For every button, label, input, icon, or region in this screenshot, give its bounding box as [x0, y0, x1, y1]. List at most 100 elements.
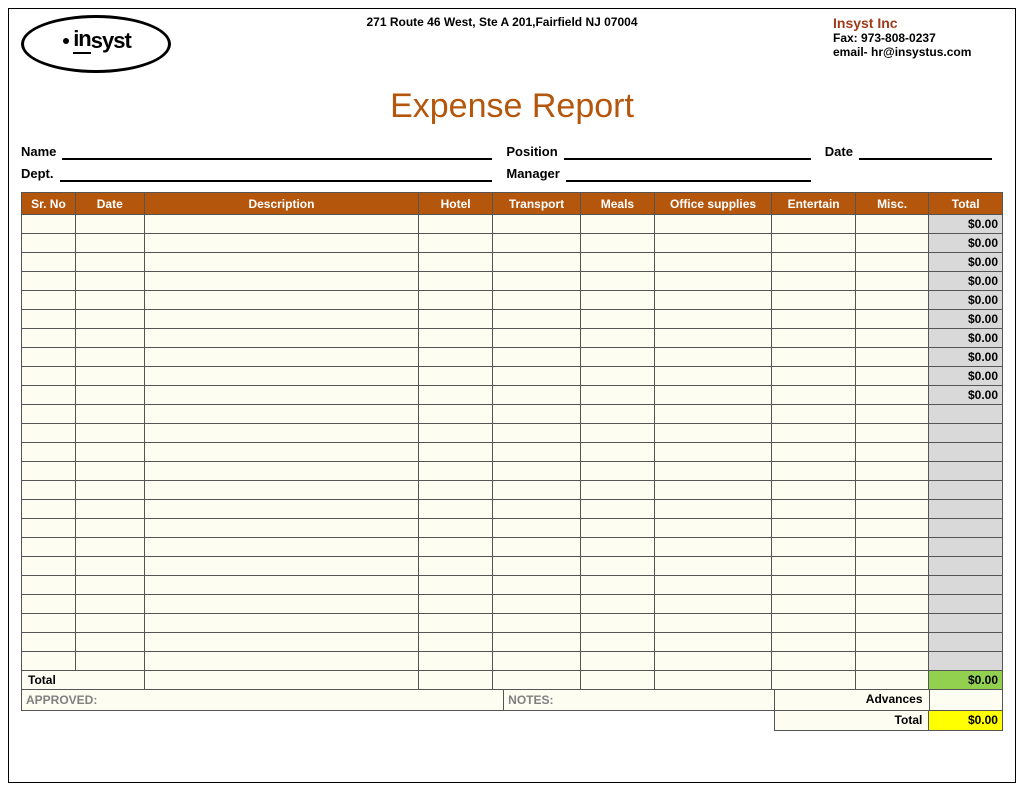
- cell[interactable]: [855, 538, 929, 557]
- cell[interactable]: $0.00: [929, 310, 1003, 329]
- cell[interactable]: [581, 633, 655, 652]
- cell[interactable]: [929, 519, 1003, 538]
- cell[interactable]: [581, 557, 655, 576]
- cell[interactable]: [654, 443, 772, 462]
- cell[interactable]: [855, 215, 929, 234]
- cell[interactable]: [772, 405, 855, 424]
- cell[interactable]: [22, 291, 76, 310]
- cell[interactable]: [75, 329, 144, 348]
- cell[interactable]: [75, 595, 144, 614]
- cell[interactable]: [654, 614, 772, 633]
- cell[interactable]: [144, 272, 419, 291]
- cell[interactable]: [654, 215, 772, 234]
- cell[interactable]: [929, 481, 1003, 500]
- cell[interactable]: [419, 234, 493, 253]
- cell[interactable]: [419, 481, 493, 500]
- cell[interactable]: $0.00: [929, 253, 1003, 272]
- cell[interactable]: [75, 576, 144, 595]
- cell[interactable]: [581, 348, 655, 367]
- cell[interactable]: [144, 538, 419, 557]
- cell[interactable]: [22, 557, 76, 576]
- cell[interactable]: [581, 386, 655, 405]
- cell[interactable]: [581, 234, 655, 253]
- cell[interactable]: [929, 424, 1003, 443]
- cell[interactable]: [772, 462, 855, 481]
- cell[interactable]: [75, 272, 144, 291]
- cell[interactable]: [855, 424, 929, 443]
- cell[interactable]: [419, 367, 493, 386]
- cell[interactable]: [772, 329, 855, 348]
- cell[interactable]: [772, 215, 855, 234]
- cell[interactable]: [75, 462, 144, 481]
- cell[interactable]: [144, 576, 419, 595]
- cell[interactable]: [855, 367, 929, 386]
- cell[interactable]: [855, 310, 929, 329]
- cell[interactable]: [22, 272, 76, 291]
- cell[interactable]: [855, 652, 929, 671]
- cell[interactable]: $0.00: [929, 291, 1003, 310]
- cell[interactable]: [654, 595, 772, 614]
- cell[interactable]: [855, 595, 929, 614]
- cell[interactable]: [75, 253, 144, 272]
- cell[interactable]: [581, 367, 655, 386]
- cell[interactable]: [581, 595, 655, 614]
- cell[interactable]: [929, 652, 1003, 671]
- cell[interactable]: $0.00: [929, 367, 1003, 386]
- cell[interactable]: [581, 291, 655, 310]
- cell[interactable]: [419, 272, 493, 291]
- cell[interactable]: [75, 557, 144, 576]
- cell[interactable]: [772, 481, 855, 500]
- cell[interactable]: [581, 215, 655, 234]
- cell[interactable]: [22, 538, 76, 557]
- cell[interactable]: [419, 652, 493, 671]
- cell[interactable]: [75, 348, 144, 367]
- cell[interactable]: [75, 234, 144, 253]
- cell[interactable]: [492, 500, 580, 519]
- cell[interactable]: [581, 462, 655, 481]
- cell[interactable]: [772, 310, 855, 329]
- cell[interactable]: [654, 481, 772, 500]
- cell[interactable]: [144, 348, 419, 367]
- cell[interactable]: [144, 633, 419, 652]
- cell[interactable]: [22, 462, 76, 481]
- cell[interactable]: [929, 500, 1003, 519]
- cell[interactable]: [22, 614, 76, 633]
- cell[interactable]: [492, 633, 580, 652]
- cell[interactable]: [75, 614, 144, 633]
- cell[interactable]: [492, 272, 580, 291]
- cell[interactable]: [492, 652, 580, 671]
- cell[interactable]: [75, 519, 144, 538]
- cell[interactable]: [419, 386, 493, 405]
- cell[interactable]: [22, 595, 76, 614]
- cell[interactable]: [581, 519, 655, 538]
- cell[interactable]: [492, 348, 580, 367]
- cell[interactable]: [492, 481, 580, 500]
- cell[interactable]: [22, 481, 76, 500]
- cell[interactable]: [492, 310, 580, 329]
- cell[interactable]: [492, 443, 580, 462]
- cell[interactable]: [22, 652, 76, 671]
- cell[interactable]: [144, 614, 419, 633]
- cell[interactable]: [772, 291, 855, 310]
- cell[interactable]: [144, 595, 419, 614]
- cell[interactable]: [419, 595, 493, 614]
- cell[interactable]: [855, 443, 929, 462]
- cell[interactable]: [22, 633, 76, 652]
- cell[interactable]: [75, 538, 144, 557]
- cell[interactable]: [929, 405, 1003, 424]
- cell[interactable]: [492, 291, 580, 310]
- cell[interactable]: [144, 652, 419, 671]
- cell[interactable]: [654, 424, 772, 443]
- cell[interactable]: [492, 234, 580, 253]
- cell[interactable]: [654, 500, 772, 519]
- cell[interactable]: [581, 272, 655, 291]
- date-field[interactable]: [859, 144, 992, 160]
- approved-label[interactable]: APPROVED:: [22, 690, 504, 710]
- cell[interactable]: [492, 386, 580, 405]
- cell[interactable]: [22, 519, 76, 538]
- cell[interactable]: [492, 576, 580, 595]
- cell[interactable]: [855, 500, 929, 519]
- notes-label[interactable]: NOTES:: [504, 690, 774, 710]
- cell[interactable]: [654, 462, 772, 481]
- cell[interactable]: [929, 595, 1003, 614]
